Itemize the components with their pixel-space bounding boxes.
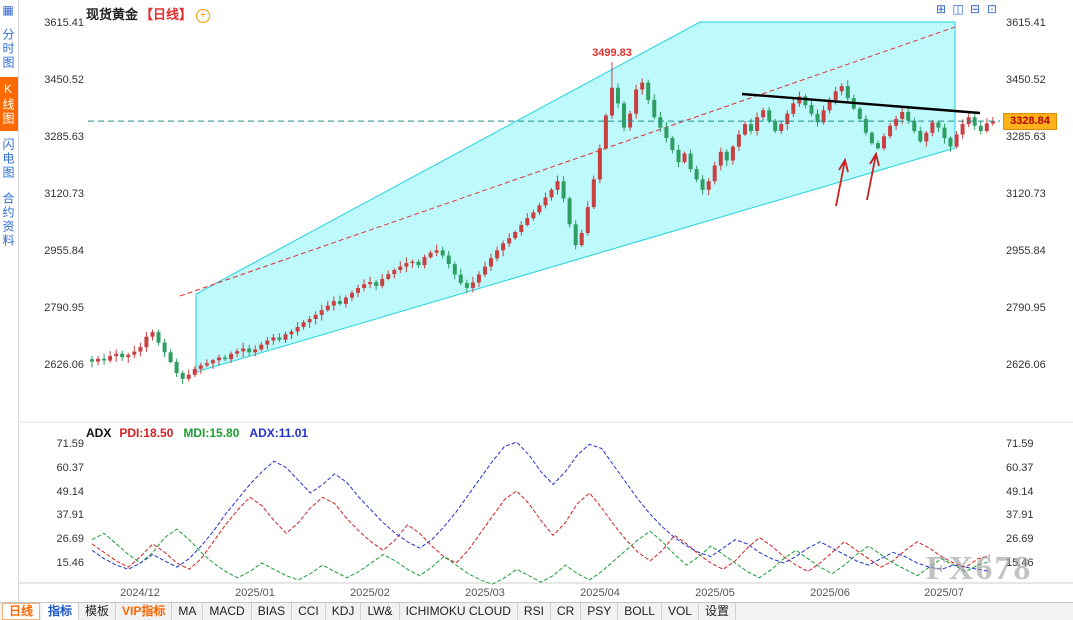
up-arrow-2[interactable] xyxy=(866,151,880,201)
x-axis-label: 2025/07 xyxy=(924,587,964,599)
y-axis-label-left: 2626.06 xyxy=(44,359,84,371)
up-arrow-1[interactable] xyxy=(835,157,849,207)
indicator-value: PDI:18.50 xyxy=(119,426,174,440)
y-axis-label-left: 3615.41 xyxy=(44,17,84,29)
x-axis-label: 2025/06 xyxy=(810,587,850,599)
indicator-axis-label-left: 37.91 xyxy=(56,509,84,521)
y-axis-label-right: 3120.73 xyxy=(1006,188,1046,200)
indicator-axis-label-left: 60.37 xyxy=(56,462,84,474)
y-axis-label-left: 2955.84 xyxy=(44,245,84,257)
y-axis-label-right: 2626.06 xyxy=(1006,359,1046,371)
toolbar-item-4[interactable]: VIP指标 xyxy=(116,603,173,620)
y-axis-label-right: 3450.52 xyxy=(1006,74,1046,86)
y-axis-label-right: 3615.41 xyxy=(1006,17,1046,29)
y-axis-label-left: 3450.52 xyxy=(44,74,84,86)
panel-grid-icon[interactable]: ▦ xyxy=(2,3,14,17)
toolbar-item-16[interactable]: VOL xyxy=(662,603,699,620)
left-sidebar: ▦ 分时图 K线图闪电图合约资料 xyxy=(0,0,19,602)
toolbar-item-2[interactable]: 指标 xyxy=(42,603,80,620)
toolbar-item-17[interactable]: 设置 xyxy=(699,603,736,620)
toolbar-item-15[interactable]: BOLL xyxy=(618,603,662,620)
toolbar-item-12[interactable]: RSI xyxy=(518,603,551,620)
indicator-header: ADX PDI:18.50 MDI:15.80 ADX:11.01 xyxy=(86,426,328,440)
bottom-toolbar: 日线 指标 模板 VIP指标 MA MACD BIAS CCI KDJ LW& ICHIMOKU C… xyxy=(0,602,1073,620)
toolbar-item-5[interactable]: MA xyxy=(172,603,204,620)
indicator-line-pdi xyxy=(91,490,991,573)
layout-switcher: ⊞ ◫ ⊟ ⊡ xyxy=(934,2,999,16)
chart-header: 现货黄金 【日线】 + xyxy=(86,4,211,23)
x-axis-label: 2025/02 xyxy=(350,587,390,599)
indicator-axis-label-left: 49.14 xyxy=(56,486,84,498)
resistance-trendline[interactable] xyxy=(741,92,981,115)
indicator-value: ADX:11.01 xyxy=(249,426,309,440)
toolbar-item-8[interactable]: CCI xyxy=(292,603,326,620)
y-axis-label-left: 3120.73 xyxy=(44,188,84,200)
symbol-title: 现货黄金 xyxy=(86,7,139,22)
x-axis-label: 2025/05 xyxy=(695,587,735,599)
y-axis-label-left: 3285.63 xyxy=(44,131,84,143)
x-axis-label: 2025/03 xyxy=(465,587,505,599)
indicator-axis-label-right: 26.69 xyxy=(1006,533,1034,545)
split-2v-icon[interactable]: ◫ xyxy=(952,2,964,16)
indicator-value: MDI:15.80 xyxy=(183,426,240,440)
watermark: FX678 xyxy=(926,550,1033,587)
indicator-axis-label-left: 71.59 xyxy=(56,438,84,450)
sidebar-tab-3[interactable]: 闪电图 xyxy=(1,138,15,180)
toolbar-item-10[interactable]: LW& xyxy=(361,603,400,620)
toolbar-item-13[interactable]: CR xyxy=(551,603,582,620)
toolbar-item-3[interactable]: 模板 xyxy=(79,603,117,620)
toolbar-item-11[interactable]: ICHIMOKU CLOUD xyxy=(400,603,518,620)
channel-overlay[interactable] xyxy=(195,21,956,373)
indicator-line-mdi xyxy=(91,528,991,585)
indicator-name: ADX xyxy=(86,426,112,440)
toolbar-item-1[interactable]: 日线 xyxy=(2,603,41,620)
current-price-badge: 3328.84 xyxy=(1003,113,1057,130)
indicator-line-adx xyxy=(91,441,991,572)
y-axis-label-right: 2790.95 xyxy=(1006,302,1046,314)
indicator-axis-label-left: 15.46 xyxy=(56,557,84,569)
toolbar-item-6[interactable]: MACD xyxy=(203,603,252,620)
sidebar-tab-1[interactable]: 分时图 xyxy=(1,28,15,70)
split-4-icon[interactable]: ⊞ xyxy=(935,2,947,16)
indicator-axis-label-right: 15.46 xyxy=(1006,557,1034,569)
sidebar-tab-4[interactable]: 合约资料 xyxy=(1,192,15,248)
indicator-axis-label-right: 60.37 xyxy=(1006,462,1034,474)
y-axis-label-right: 2955.84 xyxy=(1006,245,1046,257)
y-axis-label-right: 3285.63 xyxy=(1006,131,1046,143)
x-axis-label: 2024/12 xyxy=(120,587,160,599)
indicator-axis-label-right: 37.91 xyxy=(1006,509,1034,521)
indicator-axis-label-left: 26.69 xyxy=(56,533,84,545)
toolbar-item-9[interactable]: KDJ xyxy=(326,603,362,620)
sidebar-tab-2[interactable]: K线图 xyxy=(0,77,18,131)
dashed-trendline[interactable] xyxy=(179,25,959,297)
toolbar-item-14[interactable]: PSY xyxy=(581,603,619,620)
zoom-in-icon[interactable]: + xyxy=(196,9,211,23)
indicator-axis-label-right: 49.14 xyxy=(1006,486,1034,498)
y-axis-label-left: 2790.95 xyxy=(44,302,84,314)
indicator-axis-label-right: 71.59 xyxy=(1006,438,1034,450)
fullscreen-icon[interactable]: ⊡ xyxy=(986,2,998,16)
toolbar-item-7[interactable]: BIAS xyxy=(252,603,293,620)
peak-price-label: 3499.83 xyxy=(592,47,632,59)
x-axis-label: 2025/01 xyxy=(235,587,275,599)
split-2h-icon[interactable]: ⊟ xyxy=(969,2,981,16)
timeframe-label: 【日线】 xyxy=(140,7,193,22)
x-axis-label: 2025/04 xyxy=(580,587,620,599)
